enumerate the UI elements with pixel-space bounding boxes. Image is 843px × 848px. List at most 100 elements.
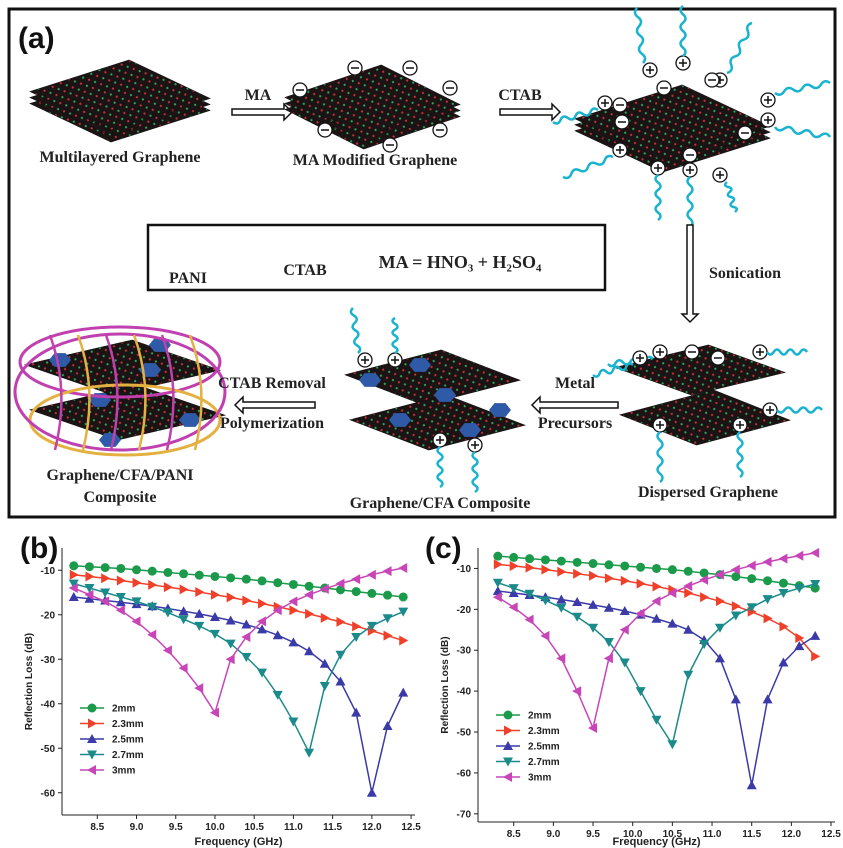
point — [730, 611, 741, 621]
point — [715, 596, 725, 607]
ctab-tail — [686, 176, 694, 228]
cfa-particle — [434, 388, 456, 402]
arrow-label: CTAB — [498, 87, 542, 104]
x-tick-label: 8.5 — [507, 829, 521, 840]
graphene-sheet — [23, 339, 222, 396]
x-tick-label: 11.5 — [742, 829, 761, 840]
point — [509, 552, 519, 562]
point — [272, 630, 283, 640]
cfa-particle — [179, 413, 201, 427]
graphene-sheet — [349, 394, 526, 451]
point — [178, 606, 189, 616]
point — [84, 584, 95, 594]
point — [68, 579, 79, 589]
x-tick-label: 9.5 — [586, 829, 600, 840]
point — [714, 653, 725, 663]
point — [335, 676, 346, 686]
point — [524, 614, 534, 625]
legend-label: 2.5mm — [528, 742, 560, 753]
panel-label: (b) — [20, 532, 58, 565]
cfa-particle — [489, 403, 511, 417]
panel-label: (a) — [18, 22, 55, 55]
point — [288, 637, 299, 647]
point — [700, 592, 710, 603]
point — [210, 589, 220, 600]
point — [667, 618, 678, 628]
point — [508, 602, 518, 613]
point — [367, 625, 377, 636]
point — [557, 566, 567, 577]
point — [747, 574, 757, 584]
point — [540, 555, 550, 565]
legend-label: 2.5mm — [112, 735, 144, 746]
point — [619, 658, 630, 668]
point — [84, 589, 94, 600]
arrow — [680, 224, 700, 324]
ctab-tail — [679, 5, 687, 57]
legend-label: PANI — [169, 270, 207, 287]
point — [747, 606, 757, 617]
schematic — [13, 5, 832, 494]
arrow — [233, 395, 316, 415]
ctab-tail — [391, 316, 399, 355]
y-axis-label: Reflection Loss (dB) — [440, 636, 451, 733]
point — [746, 603, 757, 613]
point — [604, 573, 614, 584]
y-tick-label: -40 — [41, 699, 56, 710]
pani-coil — [76, 334, 91, 451]
point — [351, 707, 362, 717]
point — [811, 651, 821, 662]
point — [572, 686, 582, 697]
x-tick-label: 10.5 — [663, 829, 683, 840]
point — [383, 630, 393, 641]
point — [524, 589, 535, 599]
point — [242, 595, 252, 606]
point — [683, 566, 693, 576]
point — [778, 553, 788, 564]
step-label: Graphene/CFA Composite — [350, 495, 531, 512]
ctab-tail — [349, 307, 362, 354]
point — [778, 657, 789, 667]
point — [730, 564, 740, 575]
series-line — [73, 565, 404, 598]
series-line — [73, 567, 404, 715]
legend-label: 3mm — [112, 766, 135, 777]
point — [398, 687, 409, 697]
point — [541, 564, 551, 575]
point — [398, 563, 408, 574]
legend-label: 2.7mm — [528, 757, 560, 768]
cfa-particle — [459, 423, 481, 437]
ctab-tail — [765, 348, 809, 356]
point — [556, 556, 566, 566]
step-label: Multilayered Graphene — [39, 149, 200, 166]
pani-coil — [48, 334, 63, 451]
x-tick-label: 12.5 — [401, 822, 421, 833]
cfa-particle — [99, 433, 121, 447]
point — [683, 670, 694, 680]
point — [540, 630, 550, 641]
point — [195, 587, 205, 598]
point — [556, 603, 567, 613]
point — [763, 576, 773, 586]
x-tick-label: 11.0 — [284, 822, 303, 833]
point — [257, 668, 268, 678]
point — [588, 559, 598, 569]
point — [163, 582, 173, 593]
step-label: Dispersed Graphene — [638, 484, 778, 501]
legend-marker — [87, 750, 97, 760]
y-tick-label: -60 — [457, 768, 472, 779]
point — [636, 562, 646, 572]
arrow-label: Polymerization — [220, 415, 324, 432]
legend-marker — [504, 725, 513, 736]
legend-label: 2mm — [528, 711, 551, 722]
ctab-tail — [436, 445, 444, 489]
series-line — [73, 596, 404, 793]
point — [209, 707, 219, 718]
arrow-label: Precursors — [538, 415, 612, 432]
point — [636, 578, 646, 589]
point — [731, 601, 741, 612]
arrow — [530, 395, 619, 415]
point — [351, 633, 362, 642]
point — [603, 602, 614, 612]
point — [730, 694, 741, 704]
